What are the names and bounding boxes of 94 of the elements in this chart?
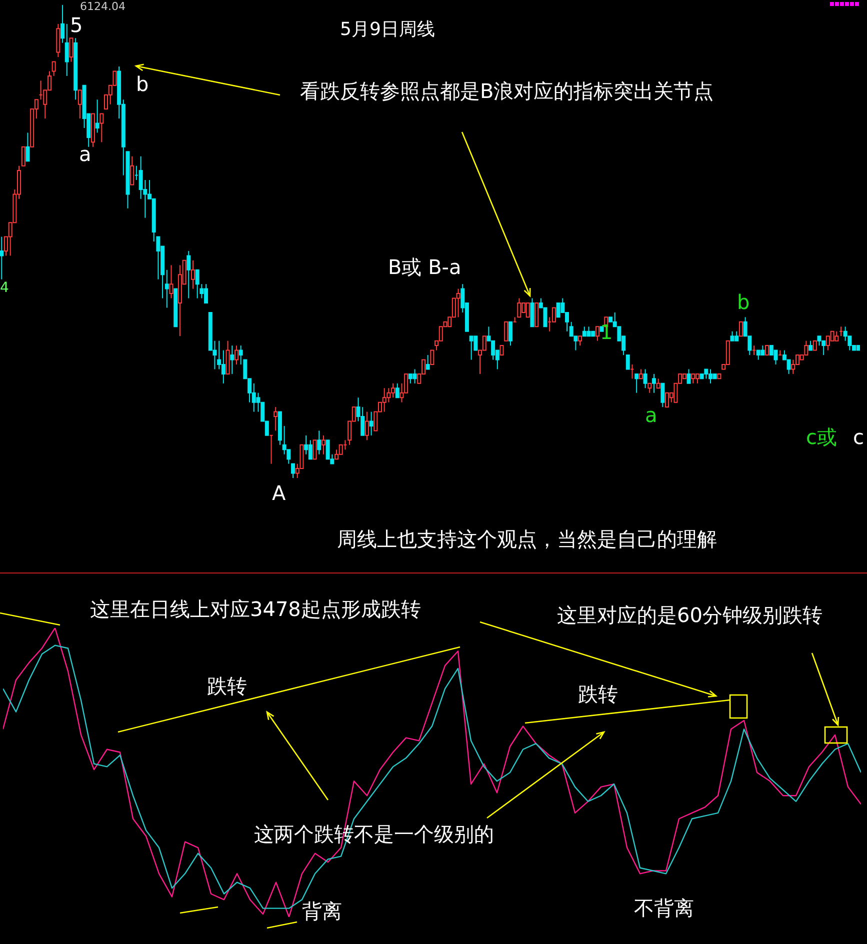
candlestick — [78, 90, 82, 120]
candlestick — [808, 340, 813, 351]
text: 5月9日周线 — [340, 19, 435, 40]
candlestick — [234, 345, 238, 365]
candlestick — [812, 340, 817, 351]
candlestick — [552, 307, 556, 322]
candlestick — [665, 392, 670, 408]
annotation: 1 — [600, 320, 613, 344]
annotation: b — [737, 290, 750, 314]
candlestick — [26, 132, 30, 162]
annotation: c或 — [806, 425, 837, 449]
candlestick — [760, 345, 765, 356]
candlestick — [221, 350, 226, 384]
annotation: a — [645, 403, 658, 427]
candlestick — [526, 302, 530, 318]
annotation: 4 — [0, 280, 9, 296]
annotation: a — [79, 142, 92, 166]
candlestick — [130, 156, 134, 186]
annotation: 看跌反转参照点都是B浪对应的指标突出关节点 — [300, 79, 714, 103]
candlestick — [190, 260, 195, 290]
annotation: 跌转 — [578, 682, 618, 706]
annotation: 6124.04 — [80, 0, 126, 14]
text: 这里对应的是60分钟级别跌转 — [557, 603, 822, 627]
candlestick — [60, 5, 65, 44]
text: 这里在日线上对应3478起点形成跌转 — [90, 597, 421, 621]
candlestick — [56, 23, 60, 58]
candlestick — [695, 373, 700, 384]
candlestick — [412, 368, 417, 384]
candlestick — [100, 113, 104, 143]
candlestick — [469, 336, 474, 360]
candlestick — [652, 373, 656, 394]
candlestick — [395, 382, 400, 398]
candlestick — [195, 269, 200, 299]
candlestick — [834, 330, 839, 342]
candlestick — [634, 373, 639, 394]
candlestick — [226, 340, 230, 374]
candlestick — [369, 411, 374, 436]
annotation: 背离 — [302, 899, 342, 923]
annotation: c — [853, 425, 864, 449]
candlestick — [595, 326, 600, 342]
candlestick — [534, 302, 539, 328]
candlestick — [312, 440, 317, 460]
candlestick — [586, 326, 591, 337]
candlestick — [756, 350, 760, 360]
annotation: 不背离 — [634, 896, 694, 920]
candlestick — [656, 378, 660, 389]
annotation: 跌转 — [207, 674, 247, 698]
candlestick — [691, 373, 696, 384]
candlestick — [530, 298, 534, 328]
candlestick — [517, 298, 522, 318]
text: A — [272, 481, 286, 505]
annotation: B或 B-a — [388, 255, 462, 279]
candlestick — [648, 382, 652, 394]
candlestick — [817, 336, 822, 346]
candlestick — [21, 146, 26, 166]
candlestick — [626, 354, 630, 370]
annotation: b — [136, 72, 149, 96]
candlestick — [730, 330, 734, 342]
candlestick — [169, 264, 174, 299]
candlestick — [321, 434, 326, 455]
candlestick — [95, 99, 100, 134]
candlestick — [508, 321, 512, 346]
candlestick — [500, 345, 504, 356]
candlestick — [738, 321, 743, 337]
candlestick — [164, 269, 169, 308]
candlestick — [660, 382, 665, 408]
candlestick — [52, 61, 56, 76]
text: 周线上也支持这个观点，当然是自己的理解 — [337, 527, 717, 551]
candlestick — [704, 368, 708, 380]
candlestick — [230, 345, 234, 374]
candlestick — [308, 440, 312, 460]
candlestick — [582, 326, 586, 337]
candlestick — [156, 236, 160, 280]
candlestick — [291, 463, 296, 478]
annotation: 5 — [70, 13, 83, 37]
candlestick — [686, 368, 691, 384]
candlestick — [504, 321, 508, 342]
candlestick — [317, 430, 322, 455]
candlestick — [69, 38, 74, 62]
candlestick — [734, 330, 739, 342]
candlestick — [456, 288, 460, 318]
candlestick — [765, 345, 770, 356]
candlestick — [426, 354, 430, 370]
candlestick — [430, 350, 434, 365]
candlestick — [274, 406, 278, 432]
candlestick — [186, 250, 191, 299]
candlestick — [556, 302, 560, 318]
candlestick — [364, 411, 369, 441]
candlestick — [638, 368, 643, 380]
candlestick — [382, 388, 386, 412]
candlestick — [643, 368, 648, 389]
candlestick — [64, 23, 69, 76]
candlestick — [578, 336, 582, 346]
candlestick — [0, 236, 4, 280]
